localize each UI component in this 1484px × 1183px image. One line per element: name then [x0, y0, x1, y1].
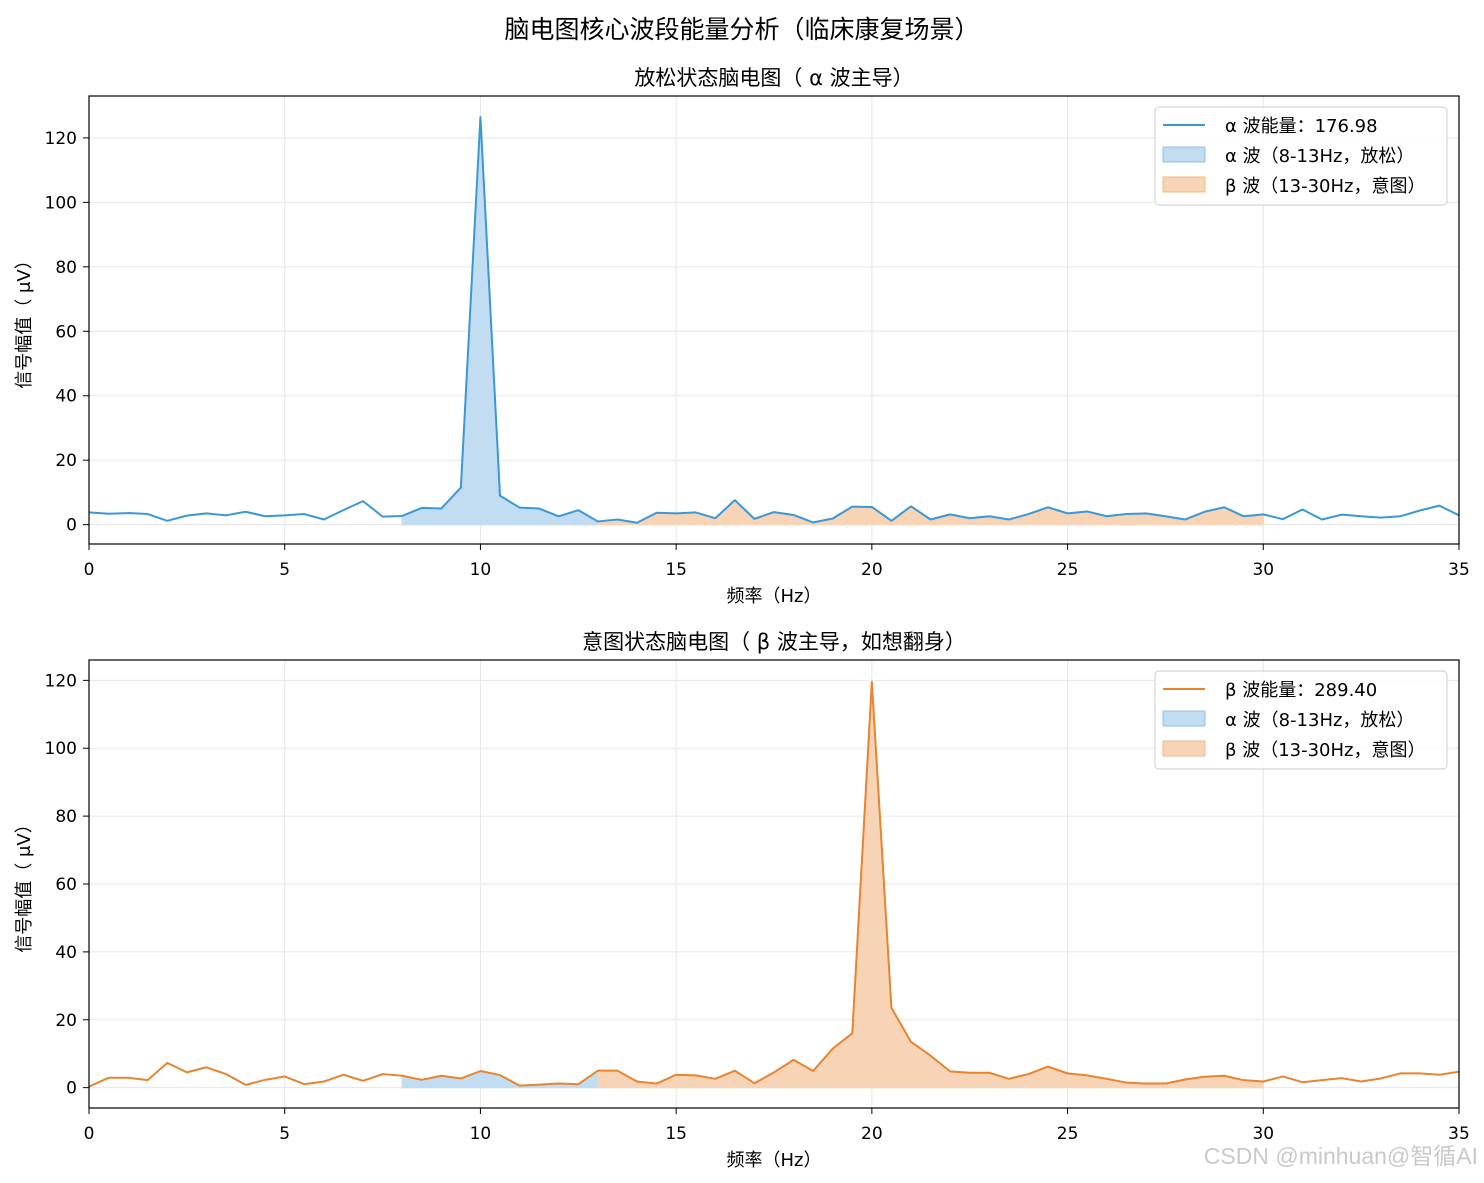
x-axis-label: 频率（Hz） [727, 1150, 822, 1171]
legend-label: α 波能量：176.98 [1225, 116, 1378, 137]
x-tick-label: 5 [279, 1124, 290, 1144]
x-tick-label: 0 [84, 1124, 95, 1144]
x-tick-label: 15 [665, 1124, 687, 1144]
legend-label: β 波（13-30Hz，意图） [1225, 176, 1426, 197]
band-fill-alpha [401, 1069, 599, 1089]
x-tick-label: 35 [1448, 1124, 1470, 1144]
legend-patch-swatch [1162, 740, 1206, 757]
chart-1: 0 5 10 15 20 25 30 35 0 20 40 60 80 100 120 放松状态脑电图（ α … [14, 66, 1470, 607]
y-tick-label: 60 [55, 875, 77, 895]
x-tick-label: 5 [279, 560, 290, 580]
legend-patch-swatch [1162, 176, 1206, 193]
legend-patch-swatch [1162, 710, 1206, 727]
legend-label: β 波（13-30Hz，意图） [1225, 740, 1426, 761]
legend-box [1154, 106, 1448, 206]
x-tick-label: 15 [665, 560, 687, 580]
x-tick-label: 0 [84, 560, 95, 580]
legend-patch-swatch [1162, 146, 1206, 163]
x-tick-label: 20 [861, 560, 883, 580]
x-tick-label: 10 [470, 1124, 492, 1144]
x-tick-label: 30 [1252, 560, 1274, 580]
y-tick-label: 80 [55, 807, 77, 827]
watermark: CSDN @minhuan@智循AI [1203, 1143, 1478, 1169]
legend: α 波能量：176.98 α 波（8-13Hz，放松） β 波（13-30Hz，意图… [1154, 106, 1448, 206]
y-tick-label: 0 [66, 516, 77, 536]
series-line [88, 115, 1460, 524]
x-tick-label: 25 [1057, 560, 1079, 580]
y-tick-label: 20 [55, 1011, 77, 1031]
y-tick-label: 20 [55, 451, 77, 471]
legend-label: α 波（8-13Hz，放松） [1225, 146, 1414, 167]
x-tick-label: 10 [470, 560, 492, 580]
y-tick-label: 100 [45, 739, 77, 759]
y-tick-label: 120 [45, 671, 77, 691]
y-tick-label: 0 [66, 1079, 77, 1099]
x-tick-label: 30 [1252, 1124, 1274, 1144]
chart-2: 0 5 10 15 20 25 30 35 0 20 40 60 80 100 120 意图状态脑电图（ β … [14, 630, 1470, 1171]
figure-title: 脑电图核心波段能量分析（临床康复场景） [504, 15, 980, 44]
y-tick-label: 40 [55, 943, 77, 963]
y-tick-label: 120 [45, 129, 77, 149]
plot-frame [88, 95, 1460, 545]
y-tick-label: 40 [55, 387, 77, 407]
legend-label: α 波（8-13Hz，放松） [1225, 710, 1414, 731]
legend-label: β 波能量：289.40 [1225, 680, 1377, 701]
y-tick-label: 80 [55, 258, 77, 278]
chart-title: 意图状态脑电图（ β 波主导，如想翻身） [582, 630, 966, 654]
y-tick-label: 60 [55, 322, 77, 342]
series-line [88, 681, 1460, 1088]
band-fill-alpha [401, 116, 599, 526]
legend-box [1154, 670, 1448, 770]
legend: β 波能量：289.40 α 波（8-13Hz，放松） β 波（13-30Hz，意图… [1154, 670, 1448, 770]
x-tick-label: 35 [1448, 560, 1470, 580]
y-axis-label: 信号幅值（ μV） [14, 251, 35, 389]
x-tick-label: 20 [861, 1124, 883, 1144]
y-axis-label: 信号幅值（ μV） [14, 815, 35, 953]
x-tick-label: 25 [1057, 1124, 1079, 1144]
x-axis-label: 频率（Hz） [727, 586, 822, 607]
y-tick-label: 100 [45, 193, 77, 213]
chart-title: 放松状态脑电图（ α 波主导） [634, 66, 913, 90]
